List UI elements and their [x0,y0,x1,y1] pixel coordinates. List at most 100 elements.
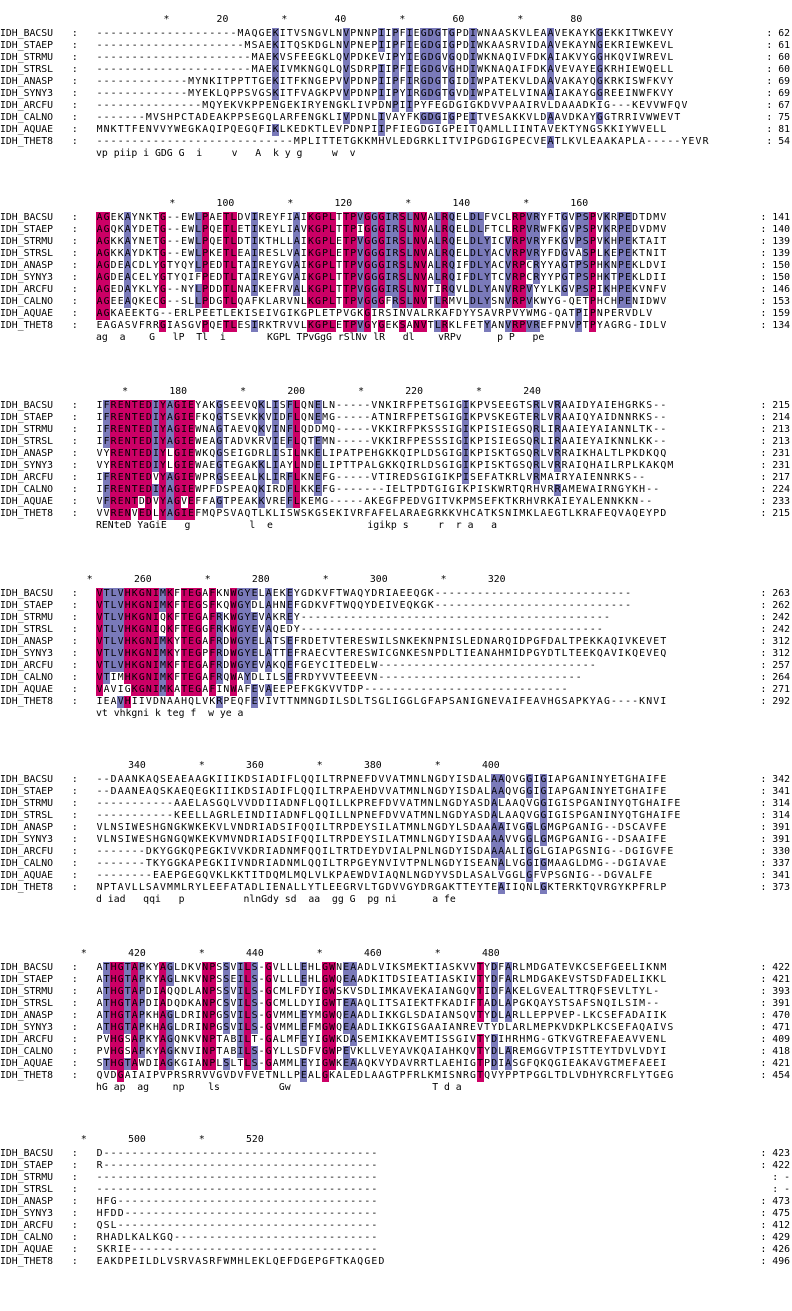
residue-string: ATHGTAPDIAQQDLANPSSVILS-GCMLFDYIGWSKVSDL… [96,986,660,998]
residue-string: IFRENTEDIYAGIEWPFDSPEAQKIRDFLKKEFG------… [96,484,660,496]
separator: : [66,484,84,495]
sequence-name: IDH_SYNY3 [0,834,54,845]
sequence-name: IDH_THET8 [0,882,54,893]
residue-string: QSL------------------------------------- [96,1220,378,1231]
sequence-name: IDH_ARCFU [0,1034,54,1045]
sequence-name: IDH_BACSU [0,774,54,785]
separator: : [66,786,84,797]
separator: : [66,624,84,635]
alignment-block: 340 * 360 * 380 * 400 IDH_BACSU : --DAANK… [0,760,792,935]
residue-string: EAKDPEILDLVSRVASRFWMHLEKLQEFDGEPGFTKAQGE… [96,1256,385,1267]
separator: : [66,40,84,51]
residue-count: : 342 [760,774,791,785]
residue-count: : 139 [760,236,791,247]
sequence-name: IDH_SYNY3 [0,1208,54,1219]
sequence-name: IDH_STRSL [0,64,54,75]
residue-string: ----------------------------MPLITTETGKKM… [96,136,709,148]
separator: : [66,870,84,881]
residue-string: VTLVHKGNIMKYTEGAFRDWGYELATSEFRDETVTERESW… [96,636,667,648]
residue-count: : 60 [766,52,790,63]
residue-string: NPTAVLLSAVMMLRYLEEFATADLIENALLYTLEEGRVLT… [96,882,667,894]
residue-string: --DAANEAQSKAEQEGKIIIKDSIADIFLQQILTRPAEHD… [96,786,667,798]
residue-string: R--------------------------------------- [96,1160,378,1171]
sequence-row: IDH_THET8 : QVDGAIAIPVPRSRRVVGVDVFVETNLL… [0,1070,790,1082]
sequence-row: IDH_STRMU : IFRENTEDIYAGIEWNAGTAEVQKVINF… [0,424,790,436]
sequence-row: IDH_STRSL : ----------------------------… [0,1184,790,1196]
residue-count: : 257 [760,660,791,671]
separator: : [66,588,84,599]
residue-count: : 454 [760,1070,791,1081]
sequence-row: IDH_CALNO : PVHGSAPKYAGKNVINPTABILS-GYLL… [0,1046,790,1058]
residue-string: HFDD------------------------------------ [96,1208,378,1219]
residue-count: : 337 [760,858,791,869]
sequence-row: IDH_SYNY3 : -------------MYEKLQPPSVGSKIT… [0,88,790,100]
residue-string: AGKKAYNETG--EWLPQETLDTIKTHLLAIKGPLETPVGG… [96,236,667,248]
residue-count: : 496 [760,1256,791,1267]
residue-count: : 341 [760,786,791,797]
separator: : [66,810,84,821]
sequence-name: IDH_AQUAE [0,684,54,695]
consensus-line: hG ap ag np ls Gw T d a [96,1082,462,1093]
residue-count: : 213 [760,424,791,435]
sequence-row: IDH_CALNO : AGEEAQKECG--SLLPDGTLQAFKLARV… [0,296,790,308]
residue-string: MNKTTFENVVYWEGKAQIPQEGQFIKLKEDKTLEVPDNPI… [96,124,667,136]
sequence-name: IDH_STRSL [0,810,54,821]
separator: : [66,1208,84,1219]
sequence-row: IDH_BACSU : --------------------MAQGEKIT… [0,28,790,40]
sequence-row: IDH_ANASP : AGDEACDLYGTYQYLPEDTLTAIREYGV… [0,260,790,272]
sequence-name: IDH_THET8 [0,508,54,519]
residue-count: : 429 [760,1232,791,1243]
separator: : [66,112,84,123]
sequence-name: IDH_BACSU [0,588,54,599]
sequence-row: IDH_AQUAE : --------EAEPGEGQVKLKKTITDQML… [0,870,790,882]
separator: : [66,684,84,695]
residue-string: IFRENTEDIYAGIEWNAGTAEVQKVINFLQDDMQ-----V… [96,424,667,436]
sequence-name: IDH_THET8 [0,1256,54,1267]
consensus-line: ag a G lP Tl i KGPL TPvGgG rSlNv lR dl v… [96,332,545,343]
residue-string: IFRENTEDVYAGIEWPRGSEEALKLIRFLKNEFG-----V… [96,472,646,484]
separator: : [66,1010,84,1021]
sequence-row: IDH_STAEP : VTLVHKGNIMKFTEGSFKQWGYDLAHNE… [0,600,790,612]
sequence-row: IDH_STRSL : ATHGTAPDIADQDKANPCSVILS-GCML… [0,998,790,1010]
sequence-row: IDH_STAEP : R---------------------------… [0,1160,790,1172]
residue-count: : 262 [760,600,791,611]
residue-string: -------------MYNKITPPTTGEKITFKNGEPVVPDNP… [96,76,674,88]
residue-count: : 330 [760,846,791,857]
residue-string: -------MVSHPCTADEAKPPSEGQLARFENGKLIVPDNL… [96,112,681,124]
separator: : [66,636,84,647]
sequence-row: IDH_STRMU : ATHGTAPDIAQQDLANPSSVILS-GCML… [0,986,790,998]
residue-count: : 271 [760,684,791,695]
sequence-name: IDH_STRSL [0,998,54,1009]
residue-count: : 140 [760,224,791,235]
separator: : [66,52,84,63]
sequence-row: IDH_ARCFU : VTLVHKGNIMKFTEGAFRDWGYEVAKQE… [0,660,790,672]
residue-count: : 475 [760,1208,791,1219]
sequence-name: IDH_THET8 [0,1070,54,1081]
residue-count: : 422 [760,1160,791,1171]
residue-string: --DAANKAQSEAEAAGKIIIKDSIADIFLQQILTRPNEFD… [96,774,667,786]
sequence-name: IDH_BACSU [0,28,54,39]
residue-count: : 471 [760,1022,791,1033]
sequence-name: IDH_SYNY3 [0,460,54,471]
separator: : [66,986,84,997]
sequence-name: IDH_THET8 [0,320,54,331]
position-ruler: * 420 * 440 * 460 * 480 [16,948,500,959]
sequence-name: IDH_ANASP [0,822,54,833]
separator: : [66,284,84,295]
sequence-name: IDH_STAEP [0,224,54,235]
residue-count: : 391 [760,998,791,1009]
sequence-name: IDH_ANASP [0,448,54,459]
sequence-row: IDH_ARCFU : ---------------MQYEKVKPPENGE… [0,100,790,112]
sequence-name: IDH_STAEP [0,974,54,985]
sequence-name: IDH_AQUAE [0,1058,54,1069]
residue-count: : 150 [760,260,791,271]
residue-string: VAVIGKGNIMKATEGAFINWAFEVAEEPEFKGKVVTDP--… [96,684,568,696]
separator: : [66,236,84,247]
sequence-name: IDH_STRSL [0,436,54,447]
residue-count: : 373 [760,882,791,893]
sequence-row: IDH_ANASP : HFG-------------------------… [0,1196,790,1208]
sequence-row: IDH_THET8 : EAKDPEILDLVSRVASRFWMHLEKLQEF… [0,1256,790,1268]
sequence-name: IDH_AQUAE [0,1244,54,1255]
sequence-name: IDH_STRMU [0,52,54,63]
sequence-name: IDH_CALNO [0,858,54,869]
